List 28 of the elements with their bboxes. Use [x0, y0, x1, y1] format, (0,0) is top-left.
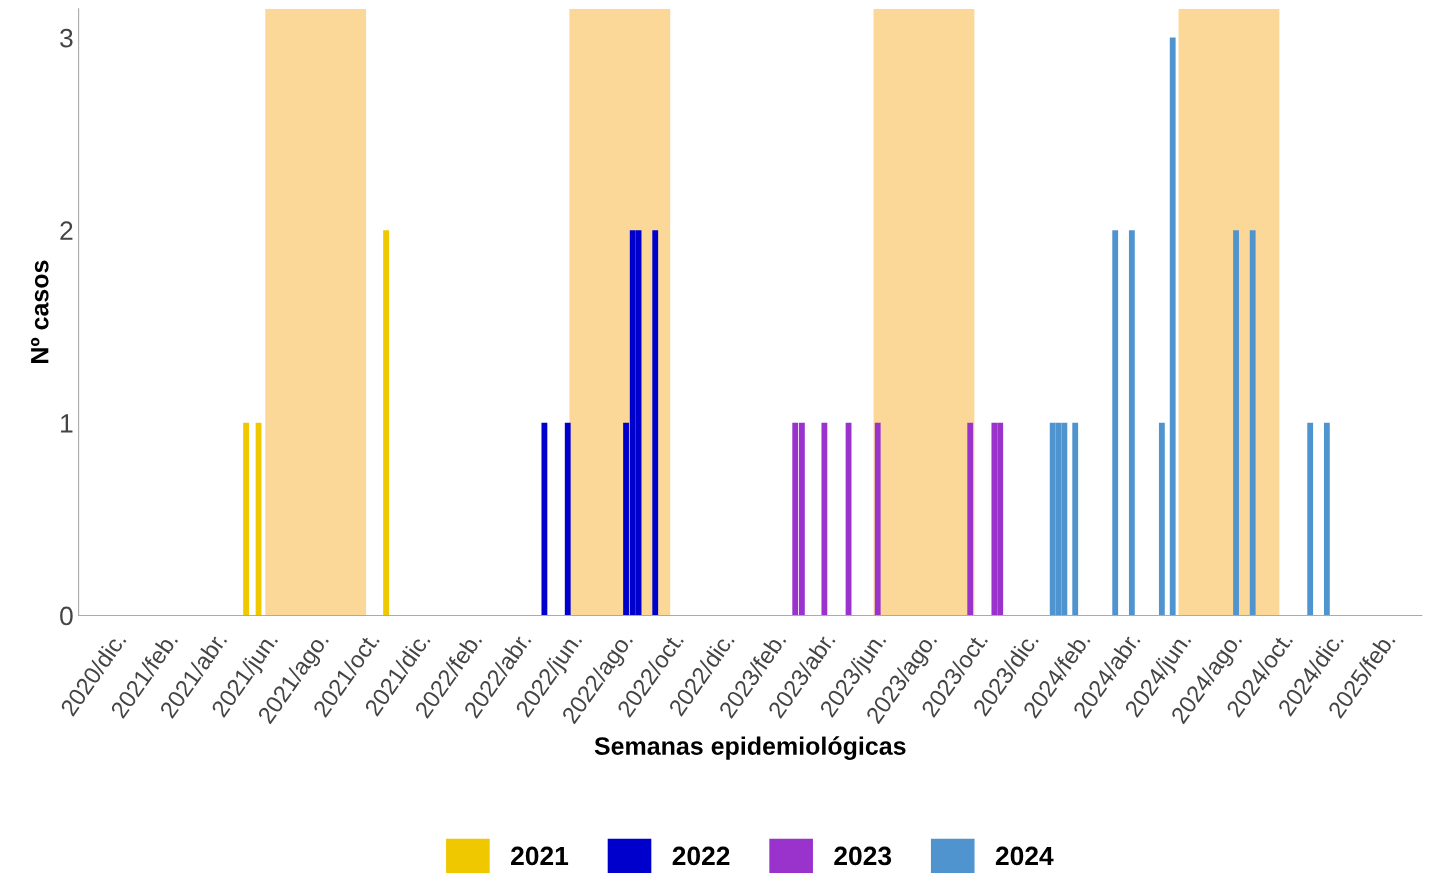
bar: [967, 422, 974, 616]
legend-label: 2024: [995, 846, 1054, 866]
bar: [1169, 37, 1176, 616]
legend-label: 2023: [834, 846, 892, 866]
bar: [1323, 422, 1330, 616]
bar: [383, 230, 389, 616]
bar: [1128, 230, 1135, 616]
bar: [1307, 422, 1314, 616]
bar: [1112, 230, 1119, 616]
bar: [652, 230, 659, 616]
y-tick-label: 0: [60, 606, 73, 626]
bar: [243, 422, 249, 616]
bar: [1158, 422, 1165, 616]
y-tick-label: 1: [61, 414, 73, 433]
y-tick-label: 2: [60, 221, 73, 240]
x-axis-title: Semanas epidemiológicas: [594, 736, 906, 760]
bar: [564, 422, 571, 616]
bar: [255, 422, 262, 616]
bar: [1072, 422, 1079, 616]
bar: [874, 422, 881, 616]
bar: [541, 422, 548, 616]
bar: [1249, 230, 1256, 616]
bar: [821, 422, 828, 616]
y-tick-label: 3: [60, 28, 73, 48]
legend-label: 2021: [511, 846, 569, 866]
legend-label: 2022: [672, 846, 730, 866]
bar: [1233, 230, 1239, 616]
y-axis-title: Nº casos: [31, 260, 49, 363]
